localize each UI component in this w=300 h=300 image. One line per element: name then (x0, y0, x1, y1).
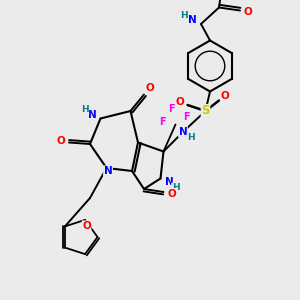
Text: H: H (187, 133, 195, 142)
Text: F: F (168, 104, 174, 114)
Text: F: F (159, 117, 165, 127)
Text: O: O (56, 136, 65, 146)
Text: O: O (175, 97, 184, 107)
Text: O: O (167, 188, 176, 199)
Text: S: S (201, 104, 210, 118)
Text: O: O (244, 7, 253, 17)
Text: H: H (81, 105, 89, 114)
Text: O: O (145, 83, 154, 93)
Text: N: N (178, 127, 188, 137)
Text: N: N (103, 166, 112, 176)
Text: H: H (180, 11, 188, 20)
Text: N: N (164, 177, 173, 187)
Text: H: H (172, 183, 179, 192)
Text: N: N (188, 15, 197, 26)
Text: O: O (82, 221, 91, 231)
Text: F: F (183, 112, 189, 122)
Text: N: N (88, 110, 97, 120)
Text: O: O (220, 91, 230, 101)
